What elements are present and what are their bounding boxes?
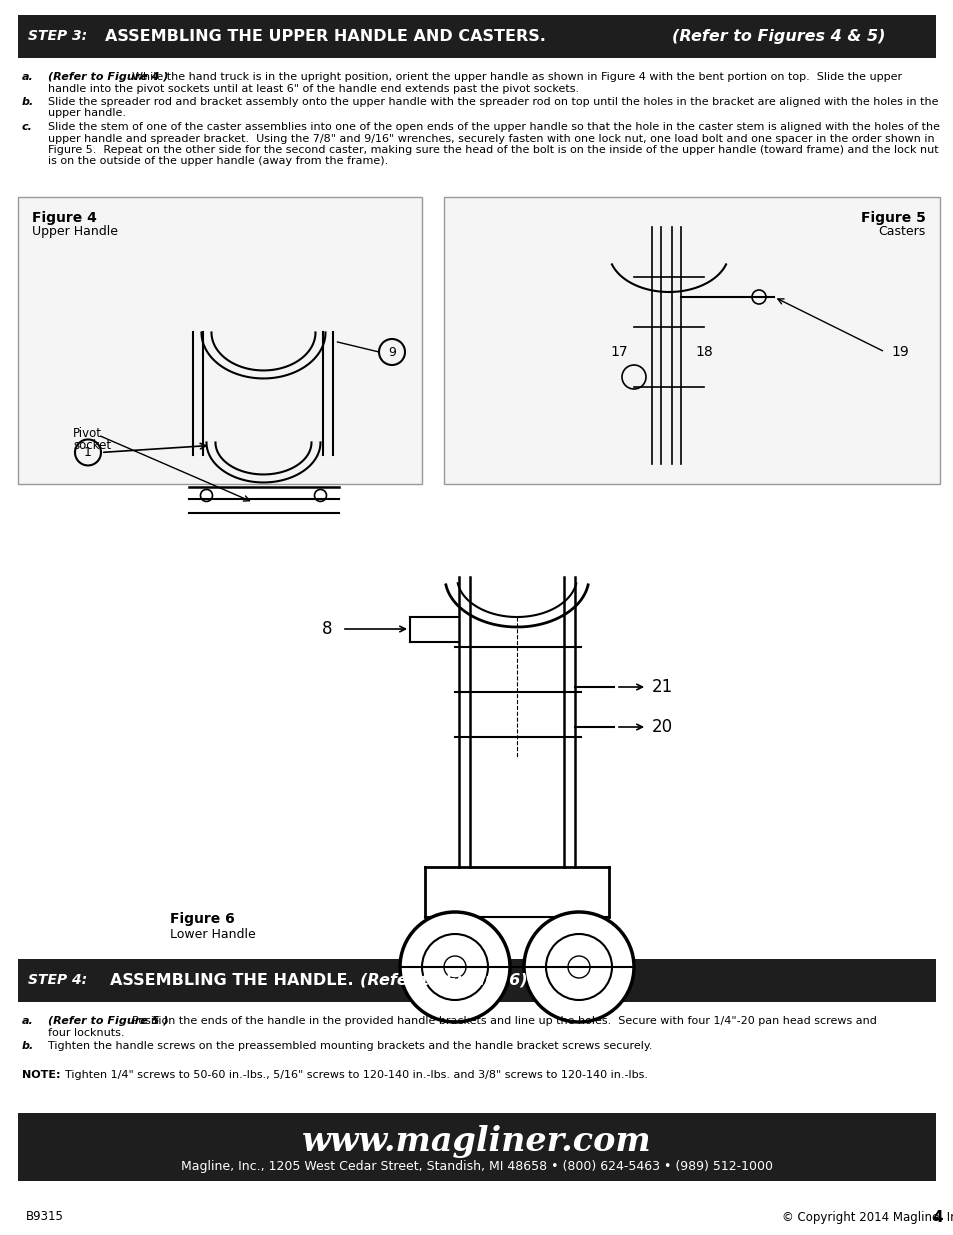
- Text: four locknuts.: four locknuts.: [48, 1028, 125, 1037]
- Text: NOTE:: NOTE:: [22, 1070, 60, 1079]
- Bar: [18, 960, 935, 1002]
- Text: is on the outside of the upper handle (away from the frame).: is on the outside of the upper handle (a…: [48, 157, 388, 167]
- Text: www.magliner.com: www.magliner.com: [302, 1125, 651, 1158]
- Text: Slide the spreader rod and bracket assembly onto the upper handle with the sprea: Slide the spreader rod and bracket assem…: [48, 98, 938, 107]
- Bar: [18, 1113, 935, 1181]
- Text: Casters: Casters: [878, 225, 925, 238]
- Text: ASSEMBLING THE HANDLE.: ASSEMBLING THE HANDLE.: [110, 973, 354, 988]
- Text: c.: c.: [22, 122, 32, 132]
- Text: 20: 20: [651, 718, 673, 736]
- Text: (Refer to Figures 4 & 5): (Refer to Figures 4 & 5): [671, 28, 884, 44]
- Text: 19: 19: [890, 345, 908, 359]
- Text: Figure 5: Figure 5: [861, 211, 925, 225]
- Text: Lower Handle: Lower Handle: [170, 927, 255, 941]
- Text: a.: a.: [22, 72, 33, 82]
- Text: upper handle.: upper handle.: [48, 109, 126, 119]
- Circle shape: [567, 956, 589, 978]
- Text: ASSEMBLING THE UPPER HANDLE AND CASTERS.: ASSEMBLING THE UPPER HANDLE AND CASTERS.: [105, 28, 545, 44]
- Text: Figure 5.  Repeat on the other side for the second caster, making sure the head : Figure 5. Repeat on the other side for t…: [48, 144, 938, 156]
- Bar: [443, 198, 939, 484]
- Text: While the hand truck is in the upright position, orient the upper handle as show: While the hand truck is in the upright p…: [132, 72, 902, 82]
- Text: 8: 8: [321, 620, 332, 638]
- Text: STEP 4:: STEP 4:: [28, 973, 87, 988]
- Text: Figure 4: Figure 4: [32, 211, 97, 225]
- Text: © Copyright 2014 Magline, Inc.: © Copyright 2014 Magline, Inc.: [781, 1210, 953, 1224]
- Text: handle into the pivot sockets until at least 6" of the handle end extends past t: handle into the pivot sockets until at l…: [48, 84, 578, 94]
- Text: (Refer to Figure 5 ): (Refer to Figure 5 ): [48, 1016, 168, 1026]
- Circle shape: [523, 911, 634, 1023]
- Text: 18: 18: [695, 345, 712, 359]
- Text: B9315: B9315: [26, 1210, 64, 1224]
- Text: Pivot: Pivot: [73, 427, 102, 440]
- Text: b.: b.: [22, 1041, 34, 1051]
- Text: Upper Handle: Upper Handle: [32, 225, 118, 238]
- Circle shape: [399, 911, 510, 1023]
- Text: (Refer to Figure 6): (Refer to Figure 6): [359, 973, 527, 988]
- Text: Slide the stem of one of the caster assemblies into one of the open ends of the : Slide the stem of one of the caster asse…: [48, 122, 939, 132]
- Text: upper handle and spreader bracket.  Using the 7/8" and 9/16" wrenches, securely : upper handle and spreader bracket. Using…: [48, 133, 934, 143]
- Circle shape: [545, 934, 612, 1000]
- Text: 21: 21: [651, 678, 673, 697]
- Circle shape: [443, 956, 465, 978]
- Text: 17: 17: [610, 345, 627, 359]
- Text: a.: a.: [22, 1016, 33, 1026]
- Text: Tighten 1/4" screws to 50-60 in.-lbs., 5/16" screws to 120-140 in.-lbs. and 3/8": Tighten 1/4" screws to 50-60 in.-lbs., 5…: [58, 1070, 647, 1079]
- Text: 4: 4: [932, 1209, 943, 1224]
- Text: (Refer to Figure 4 ): (Refer to Figure 4 ): [48, 72, 168, 82]
- Text: 1: 1: [84, 446, 91, 459]
- Bar: [18, 198, 421, 484]
- Text: socket: socket: [73, 438, 111, 452]
- Text: STEP 3:: STEP 3:: [28, 30, 87, 43]
- Text: Tighten the handle screws on the preassembled mounting brackets and the handle b: Tighten the handle screws on the preasse…: [48, 1041, 652, 1051]
- Bar: [18, 15, 935, 58]
- Text: 9: 9: [388, 346, 395, 358]
- Circle shape: [421, 934, 488, 1000]
- Text: Position the ends of the handle in the provided handle brackets and line up the : Position the ends of the handle in the p…: [132, 1016, 876, 1026]
- Text: Figure 6: Figure 6: [170, 911, 234, 926]
- Text: Magline, Inc., 1205 West Cedar Street, Standish, MI 48658 • (800) 624-5463 • (98: Magline, Inc., 1205 West Cedar Street, S…: [181, 1160, 772, 1172]
- Text: b.: b.: [22, 98, 34, 107]
